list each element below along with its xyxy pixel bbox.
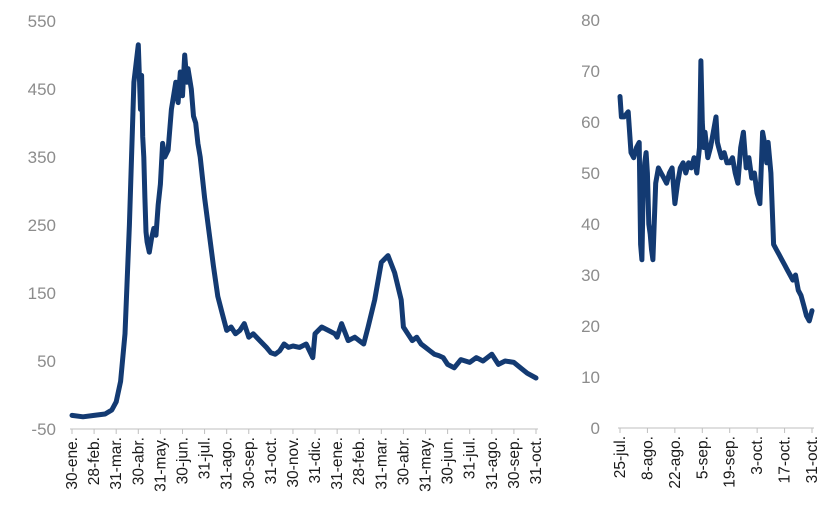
y-tick-label-2-3: 50	[581, 164, 600, 183]
x-tick-label-2-2: 22-ago.	[667, 436, 684, 489]
y-tick-label-1-4: 150	[28, 284, 56, 303]
x-tick-label-2-7: 31-oct.	[804, 436, 821, 483]
y-tick-label-2-1: 70	[581, 62, 600, 81]
x-tick-label-2-5: 3-oct.	[749, 436, 766, 475]
y-tick-label-1-5: 50	[37, 352, 56, 371]
x-tick-label-1-19: 31-ago.	[484, 437, 501, 490]
x-tick-label-2-4: 19-sep.	[722, 436, 739, 488]
series-line-2-0	[617, 58, 815, 324]
x-tick-label-2-0: 25-jul.	[612, 436, 629, 478]
x-tick-label-2-3: 5-sep.	[694, 436, 711, 479]
y-tick-label-2-5: 30	[581, 266, 600, 285]
y-tick-label-2-0: 80	[581, 11, 600, 30]
y-tick-label-1-0: 550	[28, 12, 56, 31]
x-tick-label-1-12: 31-ene.	[329, 437, 346, 490]
x-tick-label-1-6: 31-jul.	[197, 437, 214, 479]
x-tick-label-2-6: 17-oct.	[777, 436, 794, 483]
x-tick-label-1-1: 28-feb.	[86, 437, 103, 485]
x-tick-label-1-4: 31-may.	[152, 437, 169, 492]
y-tick-label-1-2: 350	[28, 148, 56, 167]
x-tick-label-1-21: 31-oct.	[528, 437, 545, 484]
x-tick-label-1-18: 31-jul.	[462, 437, 479, 479]
x-tick-label-1-5: 30-jun.	[174, 437, 191, 484]
x-tick-label-1-15: 30-abr.	[395, 437, 412, 485]
x-tick-label-1-14: 31-mar.	[373, 437, 390, 490]
y-tick-label-2-4: 40	[581, 215, 600, 234]
x-tick-label-1-9: 31-oct.	[263, 437, 280, 484]
x-tick-label-1-20: 30-sep.	[506, 437, 523, 489]
y-tick-label-2-8: 0	[591, 419, 600, 438]
x-tick-label-1-11: 31-dic.	[307, 437, 324, 484]
x-tick-label-1-0: 30-ene.	[64, 437, 81, 490]
x-tick-label-1-16: 31-may.	[418, 437, 435, 492]
x-tick-label-2-1: 8-ago.	[639, 436, 656, 480]
x-tick-label-1-7: 31-ago.	[219, 437, 236, 490]
y-tick-label-2-2: 60	[581, 113, 600, 132]
x-tick-label-1-8: 30-sep.	[241, 437, 258, 489]
y-tick-label-2-7: 10	[581, 368, 600, 387]
x-tick-label-1-13: 28-feb.	[351, 437, 368, 485]
y-tick-label-1-3: 250	[28, 216, 56, 235]
x-tick-label-1-10: 30-nov.	[285, 437, 302, 488]
x-tick-label-1-17: 30-jun.	[440, 437, 457, 484]
y-tick-label-2-6: 20	[581, 317, 600, 336]
y-tick-label-1-6: -50	[31, 420, 56, 439]
x-tick-label-1-2: 31-mar.	[108, 437, 125, 490]
series-line-1-0	[69, 42, 539, 420]
x-tick-label-1-3: 30-abr.	[130, 437, 147, 485]
y-tick-label-1-1: 450	[28, 80, 56, 99]
